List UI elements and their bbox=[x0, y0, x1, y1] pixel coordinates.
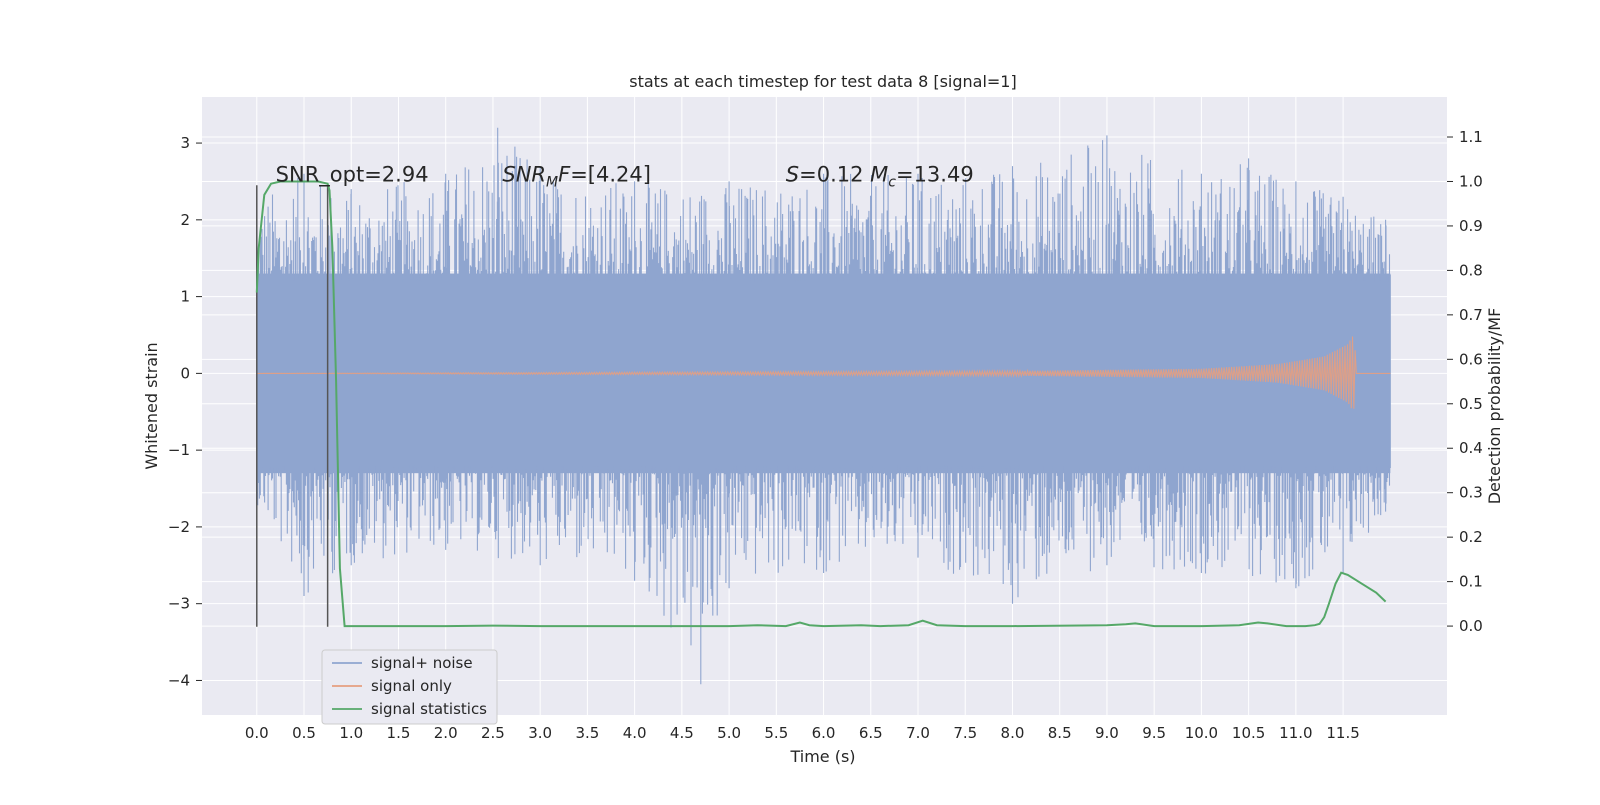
signal-statistics-layer bbox=[255, 180, 1387, 628]
x-tick-label: 3.5 bbox=[575, 724, 599, 742]
legend-label-signal-statistics: signal statistics bbox=[371, 700, 487, 718]
signal-only-layer bbox=[256, 336, 1391, 409]
series-signal-only bbox=[256, 336, 1391, 409]
y-tick-label-left: 0 bbox=[180, 364, 190, 382]
x-tick-label: 6.5 bbox=[859, 724, 883, 742]
y-tick-label-left: 3 bbox=[180, 134, 190, 152]
x-tick-label: 7.5 bbox=[953, 724, 977, 742]
y-tick-label-right: 1.1 bbox=[1459, 128, 1483, 146]
x-tick-label: 7.0 bbox=[906, 724, 930, 742]
y-ticks-right: 0.0 0.1 0.2 0.3 0.4 0.5 0.6 0.7 0.8 0.9 1.0 1.1 bbox=[1447, 128, 1483, 635]
x-tick-label: 11.5 bbox=[1326, 724, 1359, 742]
x-tick-label: 5.0 bbox=[717, 724, 741, 742]
legend: signal+ noise signal only signal statist… bbox=[321, 649, 498, 725]
vertical-lines-layer bbox=[256, 185, 329, 627]
x-tick-label: 3.0 bbox=[528, 724, 552, 742]
x-ticks: 0.0 0.5 1.0 1.5 2.0 2.5 3.0 3.5 4.0 4.5 5.0 5.5 6.0 6… bbox=[245, 724, 1360, 742]
x-tick-label: 8.0 bbox=[1001, 724, 1025, 742]
x-tick-label: 11.0 bbox=[1279, 724, 1312, 742]
legend-label-signal-noise: signal+ noise bbox=[371, 654, 473, 672]
y-tick-label-right: 0.7 bbox=[1459, 306, 1483, 324]
y-tick-label-left: 2 bbox=[180, 211, 190, 229]
x-axis-label: Time (s) bbox=[789, 747, 855, 766]
x-tick-label: 4.0 bbox=[623, 724, 647, 742]
annotations-layer: SNR_opt=2.94 SNRMF=[4.24] S=0.12 Mc=13.49 bbox=[276, 162, 974, 190]
y-tick-label-right: 0.0 bbox=[1459, 617, 1483, 635]
x-tick-label: 6.0 bbox=[812, 724, 836, 742]
x-tick-label: 2.5 bbox=[481, 724, 505, 742]
annotation-2: S=0.12 Mc=13.49 bbox=[786, 162, 974, 190]
x-tick-label: 4.5 bbox=[670, 724, 694, 742]
y-tick-label-right: 0.6 bbox=[1459, 350, 1483, 368]
x-tick-label: 8.5 bbox=[1048, 724, 1072, 742]
y-axis-label-right: Detection probability/MF bbox=[1485, 308, 1504, 505]
legend-label-signal-only: signal only bbox=[371, 677, 452, 695]
y-ticks-left: −4 −3 −2 −1 0 1 2 3 bbox=[168, 134, 202, 689]
series-signal-statistics bbox=[255, 180, 1387, 628]
y-tick-label-right: 1.0 bbox=[1459, 172, 1483, 190]
y-tick-label-right: 0.5 bbox=[1459, 395, 1483, 413]
x-tick-label: 5.5 bbox=[764, 724, 788, 742]
y-tick-label-right: 0.4 bbox=[1459, 439, 1483, 457]
x-tick-label: 0.5 bbox=[292, 724, 316, 742]
x-tick-label: 1.5 bbox=[387, 724, 411, 742]
annotation-0: SNR_opt=2.94 bbox=[276, 162, 429, 187]
y-tick-label-left: −4 bbox=[168, 671, 190, 689]
legend-box bbox=[321, 649, 498, 725]
x-tick-label: 9.0 bbox=[1095, 724, 1119, 742]
y-tick-label-right: 0.8 bbox=[1459, 261, 1483, 279]
y-tick-label-left: −2 bbox=[168, 518, 190, 536]
y-tick-label-right: 0.3 bbox=[1459, 484, 1483, 502]
x-tick-label: 10.0 bbox=[1185, 724, 1218, 742]
x-tick-label: 10.5 bbox=[1232, 724, 1265, 742]
y-axis-label-left: Whitened strain bbox=[142, 342, 161, 469]
x-tick-label: 0.0 bbox=[245, 724, 269, 742]
y-tick-label-right: 0.9 bbox=[1459, 217, 1483, 235]
y-tick-label-right: 0.2 bbox=[1459, 528, 1483, 546]
y-tick-label-right: 0.1 bbox=[1459, 573, 1483, 591]
annotation-1: SNRMF=[4.24] bbox=[502, 162, 651, 190]
x-tick-label: 2.0 bbox=[434, 724, 458, 742]
chart-title: stats at each timestep for test data 8 [… bbox=[629, 72, 1016, 91]
y-tick-label-left: −3 bbox=[168, 595, 190, 613]
x-tick-label: 1.0 bbox=[339, 724, 363, 742]
x-tick-label: 9.5 bbox=[1142, 724, 1166, 742]
y-tick-label-left: −1 bbox=[168, 441, 190, 459]
y-tick-label-left: 1 bbox=[180, 288, 190, 306]
